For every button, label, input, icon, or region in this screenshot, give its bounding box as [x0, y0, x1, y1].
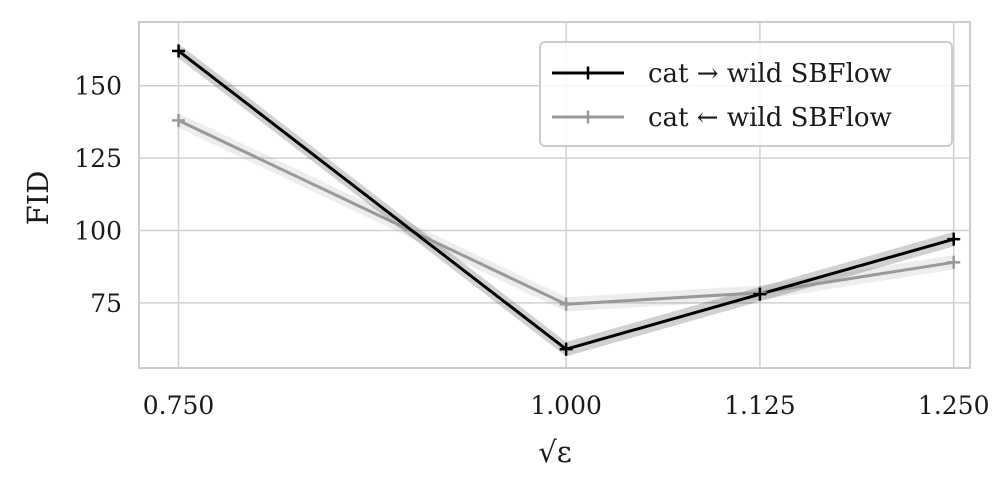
series-line [177, 119, 954, 306]
x-tick-label: 0.750 [143, 391, 215, 420]
data-point [947, 232, 961, 246]
legend-label: cat ← wild SBFlow [648, 103, 892, 133]
data-point [559, 342, 573, 356]
legend: cat → wild SBFlow cat ← wild SBFlow [539, 41, 953, 147]
x-tick-label: 1.000 [530, 391, 602, 420]
series-lines [177, 49, 955, 351]
y-axis-label: FID [21, 171, 55, 226]
data-point [559, 297, 573, 311]
data-point [947, 255, 961, 269]
data-markers [172, 44, 961, 356]
plot-frame [138, 21, 971, 369]
y-tick-label: 100 [74, 216, 122, 245]
legend-entry: cat ← wild SBFlow [552, 103, 892, 133]
legend-box [539, 41, 953, 147]
x-axis-label: √ε [538, 435, 572, 469]
x-tick-labels: 0.750 1.000 1.125 1.250 [143, 391, 990, 420]
y-tick-label: 150 [74, 72, 122, 101]
legend-entry: cat → wild SBFlow [552, 59, 892, 89]
series-line [177, 49, 955, 351]
data-point [172, 44, 186, 58]
x-tick-label: 1.125 [724, 391, 796, 420]
y-tick-label: 125 [74, 144, 122, 173]
data-point [172, 113, 186, 127]
legend-label: cat → wild SBFlow [648, 59, 892, 89]
data-point [753, 287, 767, 301]
x-tick-label: 1.250 [918, 391, 990, 420]
y-tick-label: 75 [90, 289, 122, 318]
y-tick-labels: 75 100 125 150 [74, 72, 122, 318]
